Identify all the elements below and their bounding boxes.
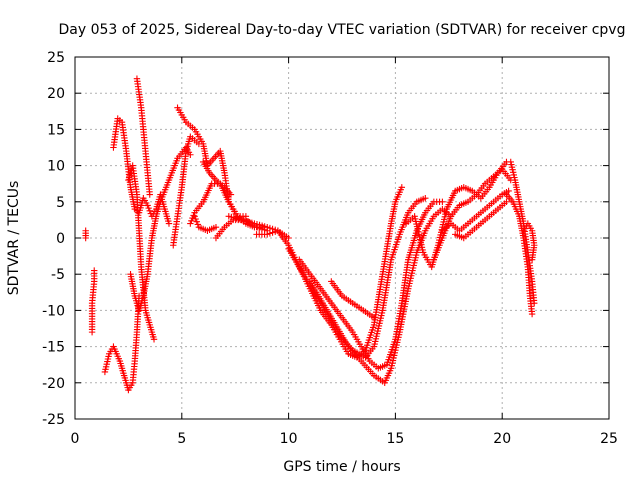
x-tick-label: 20 [493,431,511,447]
y-tick-label: 25 [47,50,65,66]
y-tick-label: -15 [42,340,65,356]
chart-title: Day 053 of 2025, Sidereal Day-to-day VTE… [59,22,626,38]
data-point-marker [192,215,199,223]
data-point-marker [191,213,198,220]
data-point-marker [285,234,292,242]
y-tick-label: -5 [51,267,65,283]
data-point-marker [528,310,536,318]
data-point-marker [212,223,220,231]
data-point-marker [227,191,235,198]
data-point-marker [150,336,158,343]
data-point-marker [528,256,536,263]
y-tick-label: 15 [47,122,65,138]
data-point-marker [370,314,378,321]
data-point-marker [503,198,510,205]
data-point-marker [145,204,152,212]
x-tick-label: 15 [386,431,404,447]
data-point-marker [188,217,195,225]
data-point-marker [144,202,151,209]
axes: 0 5 10 15 20 25 -25 -20 -15 -10 -5 0 5 10 15 20 25 [42,50,618,447]
x-tick-label: 5 [177,431,186,447]
y-tick-label: -10 [42,303,65,319]
y-axis-label: SDTVAR / TECUs [6,181,22,296]
x-axis-label: GPS time / hours [283,459,400,475]
data-point-marker [190,212,197,219]
data-point-marker [165,220,173,227]
y-tick-label: -20 [42,376,65,392]
y-tick-label: 20 [47,86,65,102]
x-tick-label: 25 [600,431,618,447]
y-tick-label: 5 [56,195,65,211]
data-point-marker [505,187,512,195]
x-tick-label: 0 [71,431,80,447]
data-point-marker [531,299,538,307]
data-point-marker [146,191,153,198]
data-point-marker [193,218,200,225]
y-tick-label: -25 [42,412,65,428]
x-tick-label: 10 [280,431,298,447]
data-point-marker [439,198,446,205]
data-point-marker [422,194,429,202]
data-point-marker [82,234,89,242]
data-point-marker [187,151,194,158]
data-point-marker [187,220,194,227]
data-marks [82,75,538,394]
y-tick-label: 10 [47,159,65,175]
data-point-marker [398,184,406,191]
data-point-marker [146,207,153,215]
data-point-marker [91,267,98,274]
y-tick-label: 0 [56,231,65,247]
grid [75,57,609,419]
data-point-marker [194,221,202,228]
